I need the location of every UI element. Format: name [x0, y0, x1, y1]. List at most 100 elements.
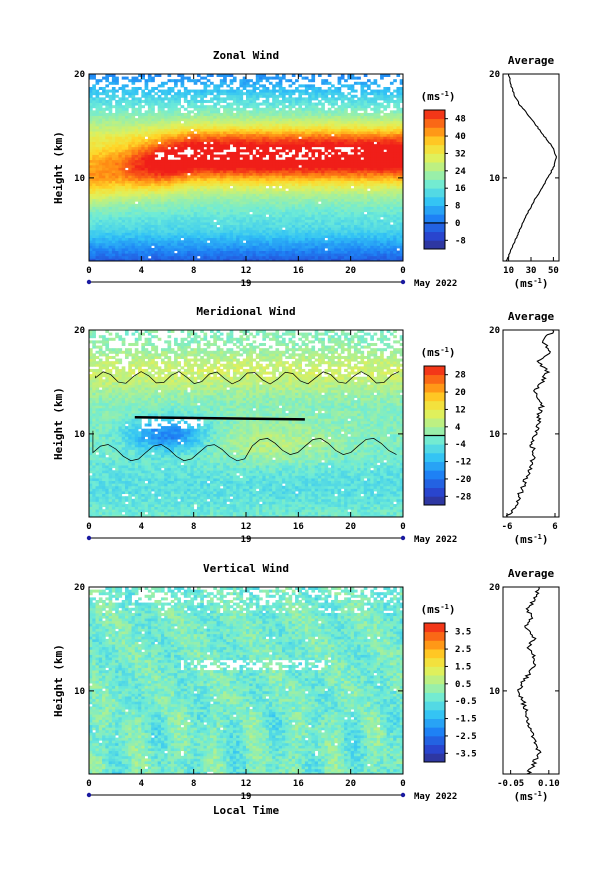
heatmap-cell [177, 118, 181, 122]
heatmap-cell [213, 201, 217, 205]
heatmap-cell [164, 115, 168, 119]
heatmap-cell [298, 99, 302, 103]
heatmap-cell [265, 89, 270, 93]
heatmap-cell [242, 183, 247, 187]
heatmap-cell [265, 250, 270, 254]
heatmap-cell [200, 118, 204, 122]
heatmap-cell [298, 115, 302, 119]
heatmap-cell [105, 123, 110, 127]
heatmap-cell [187, 245, 191, 249]
heatmap-cell [255, 237, 260, 241]
heatmap-cell [180, 219, 185, 223]
heatmap-cell [242, 79, 247, 83]
heatmap-cell [327, 177, 332, 181]
heatmap-cell [105, 216, 110, 220]
heatmap-cell [210, 240, 214, 244]
heatmap-cell [331, 99, 335, 103]
heatmap-cell [206, 198, 211, 202]
heatmap-cell [259, 255, 263, 259]
heatmap-cell [151, 146, 155, 150]
heatmap-cell [183, 123, 188, 127]
heatmap-cell [92, 258, 96, 262]
heatmap-cell [236, 97, 240, 101]
heatmap-cell [121, 245, 126, 249]
heatmap-cell [183, 125, 188, 129]
heatmap-cell [268, 120, 273, 124]
heatmap-cell [268, 180, 273, 184]
heatmap-cell [265, 190, 270, 194]
heatmap-cell [131, 180, 136, 184]
heatmap-cell [160, 89, 165, 93]
heatmap-cell [138, 102, 142, 106]
heatmap-cell [304, 154, 309, 158]
heatmap-cell [196, 203, 201, 207]
heatmap-cell [324, 159, 329, 163]
heatmap-cell [108, 190, 113, 194]
heatmap-cell [206, 203, 211, 207]
heatmap-cell [281, 141, 286, 145]
heatmap-cell [115, 99, 119, 103]
heatmap-cell [124, 131, 129, 135]
heatmap-cell [334, 206, 338, 210]
heatmap-cell [288, 167, 293, 171]
heatmap-cell [229, 198, 234, 202]
heatmap-cell [288, 133, 293, 137]
heatmap-cell [131, 175, 136, 179]
heatmap-cell [285, 211, 289, 215]
heatmap-cell [272, 115, 276, 119]
heatmap-cell [311, 102, 316, 106]
heatmap-cell [138, 190, 142, 194]
heatmap-cell [206, 248, 211, 252]
heatmap-cell [151, 102, 155, 106]
heatmap-cell [160, 180, 165, 184]
heatmap-cell [272, 250, 276, 254]
heatmap-cell [108, 151, 113, 155]
heatmap-cell [272, 159, 276, 163]
heatmap-cell [298, 240, 302, 244]
heatmap-cell [334, 125, 338, 129]
heatmap-cell [203, 154, 208, 158]
heatmap-cell [131, 125, 136, 129]
heatmap-cell [190, 136, 195, 140]
heatmap-cell [147, 107, 152, 111]
heatmap-cell [295, 198, 299, 202]
heatmap-cell [147, 209, 152, 213]
heatmap-cell [298, 162, 302, 166]
heatmap-cell [324, 245, 329, 249]
heatmap-cell [138, 118, 142, 122]
heatmap-cell [196, 190, 201, 194]
heatmap-cell [170, 120, 175, 124]
heatmap-cell [160, 235, 165, 239]
heatmap-cell [334, 149, 338, 153]
heatmap-cell [89, 120, 93, 124]
heatmap-cell [167, 193, 172, 197]
heatmap-cell [265, 99, 270, 103]
heatmap-cell [160, 159, 165, 163]
heatmap-cell [203, 193, 208, 197]
heatmap-cell [170, 232, 175, 236]
heatmap-cell [154, 183, 159, 187]
heatmap-cell [285, 141, 289, 145]
heatmap-cell [252, 242, 257, 246]
heatmap-cell [255, 258, 260, 262]
heatmap-cell [151, 190, 155, 194]
heatmap-cell [200, 149, 204, 153]
heatmap-cell [242, 110, 247, 114]
heatmap-cell [295, 144, 299, 148]
heatmap-cell [219, 250, 224, 254]
heatmap-cell [157, 167, 162, 171]
heatmap-cell [311, 248, 316, 252]
heatmap-cell [210, 154, 214, 158]
heatmap-cell [242, 216, 247, 220]
heatmap-cell [177, 128, 181, 132]
heatmap-cell [304, 110, 309, 114]
heatmap-cell [278, 170, 283, 174]
heatmap-cell [98, 146, 103, 150]
heatmap-cell [200, 237, 204, 241]
heatmap-cell [131, 172, 136, 176]
heatmap-cell [334, 170, 338, 174]
heatmap-cell [108, 196, 113, 200]
heatmap-cell [210, 237, 214, 241]
heatmap-cell [249, 245, 253, 249]
heatmap-cell [89, 164, 93, 168]
